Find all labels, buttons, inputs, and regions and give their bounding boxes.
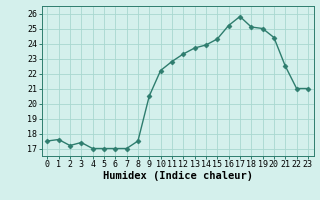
X-axis label: Humidex (Indice chaleur): Humidex (Indice chaleur) <box>103 171 252 181</box>
